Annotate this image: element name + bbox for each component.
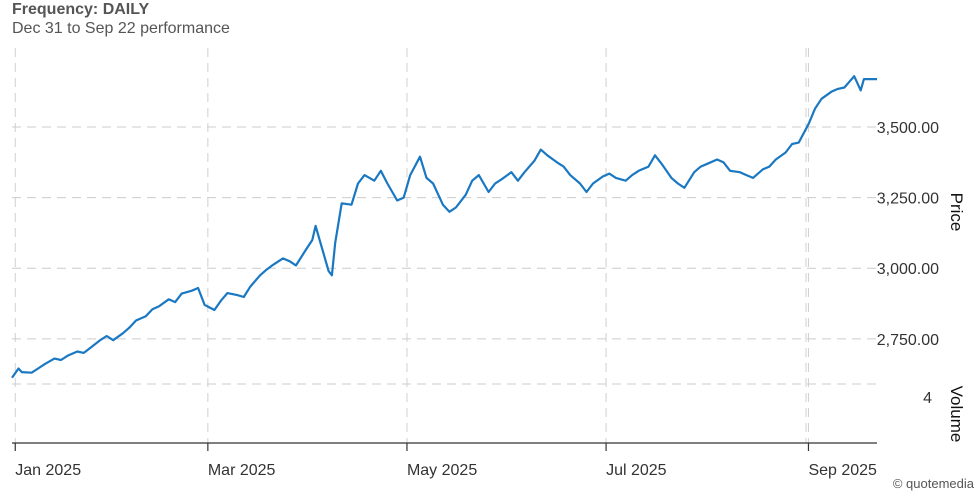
y-tick-label: 3,000.00: [877, 261, 939, 278]
x-tick-label: Mar 2025: [208, 462, 276, 479]
x-ticks: Jan 2025 Mar 2025 May 2025 Jul 2025 Sep 2025: [14, 443, 877, 479]
chart-subtitle: Dec 31 to Sep 22 performance: [12, 20, 230, 37]
x-tick-label: Sep 2025: [808, 462, 877, 479]
x-tick-label: Jan 2025: [15, 462, 81, 479]
grid-lines: [12, 48, 877, 443]
quotemedia-credit: © quotemedia: [892, 476, 974, 491]
x-tick-label: May 2025: [407, 462, 477, 479]
volume-tick-label: 4: [923, 390, 932, 407]
y-ticks: 2,750.00 3,000.00 3,250.00 3,500.00: [877, 120, 939, 349]
y-tick-label: 3,500.00: [877, 120, 939, 137]
price-series-line: [11, 75, 877, 379]
y-tick-label: 2,750.00: [877, 332, 939, 349]
y-axis-title: Price: [947, 193, 966, 232]
axes: [12, 383, 877, 444]
volume-axis-title: Volume: [947, 386, 966, 443]
y-tick-label: 3,250.00: [877, 191, 939, 208]
chart-title: Frequency: DAILY: [12, 1, 150, 18]
x-tick-label: Jul 2025: [606, 462, 667, 479]
